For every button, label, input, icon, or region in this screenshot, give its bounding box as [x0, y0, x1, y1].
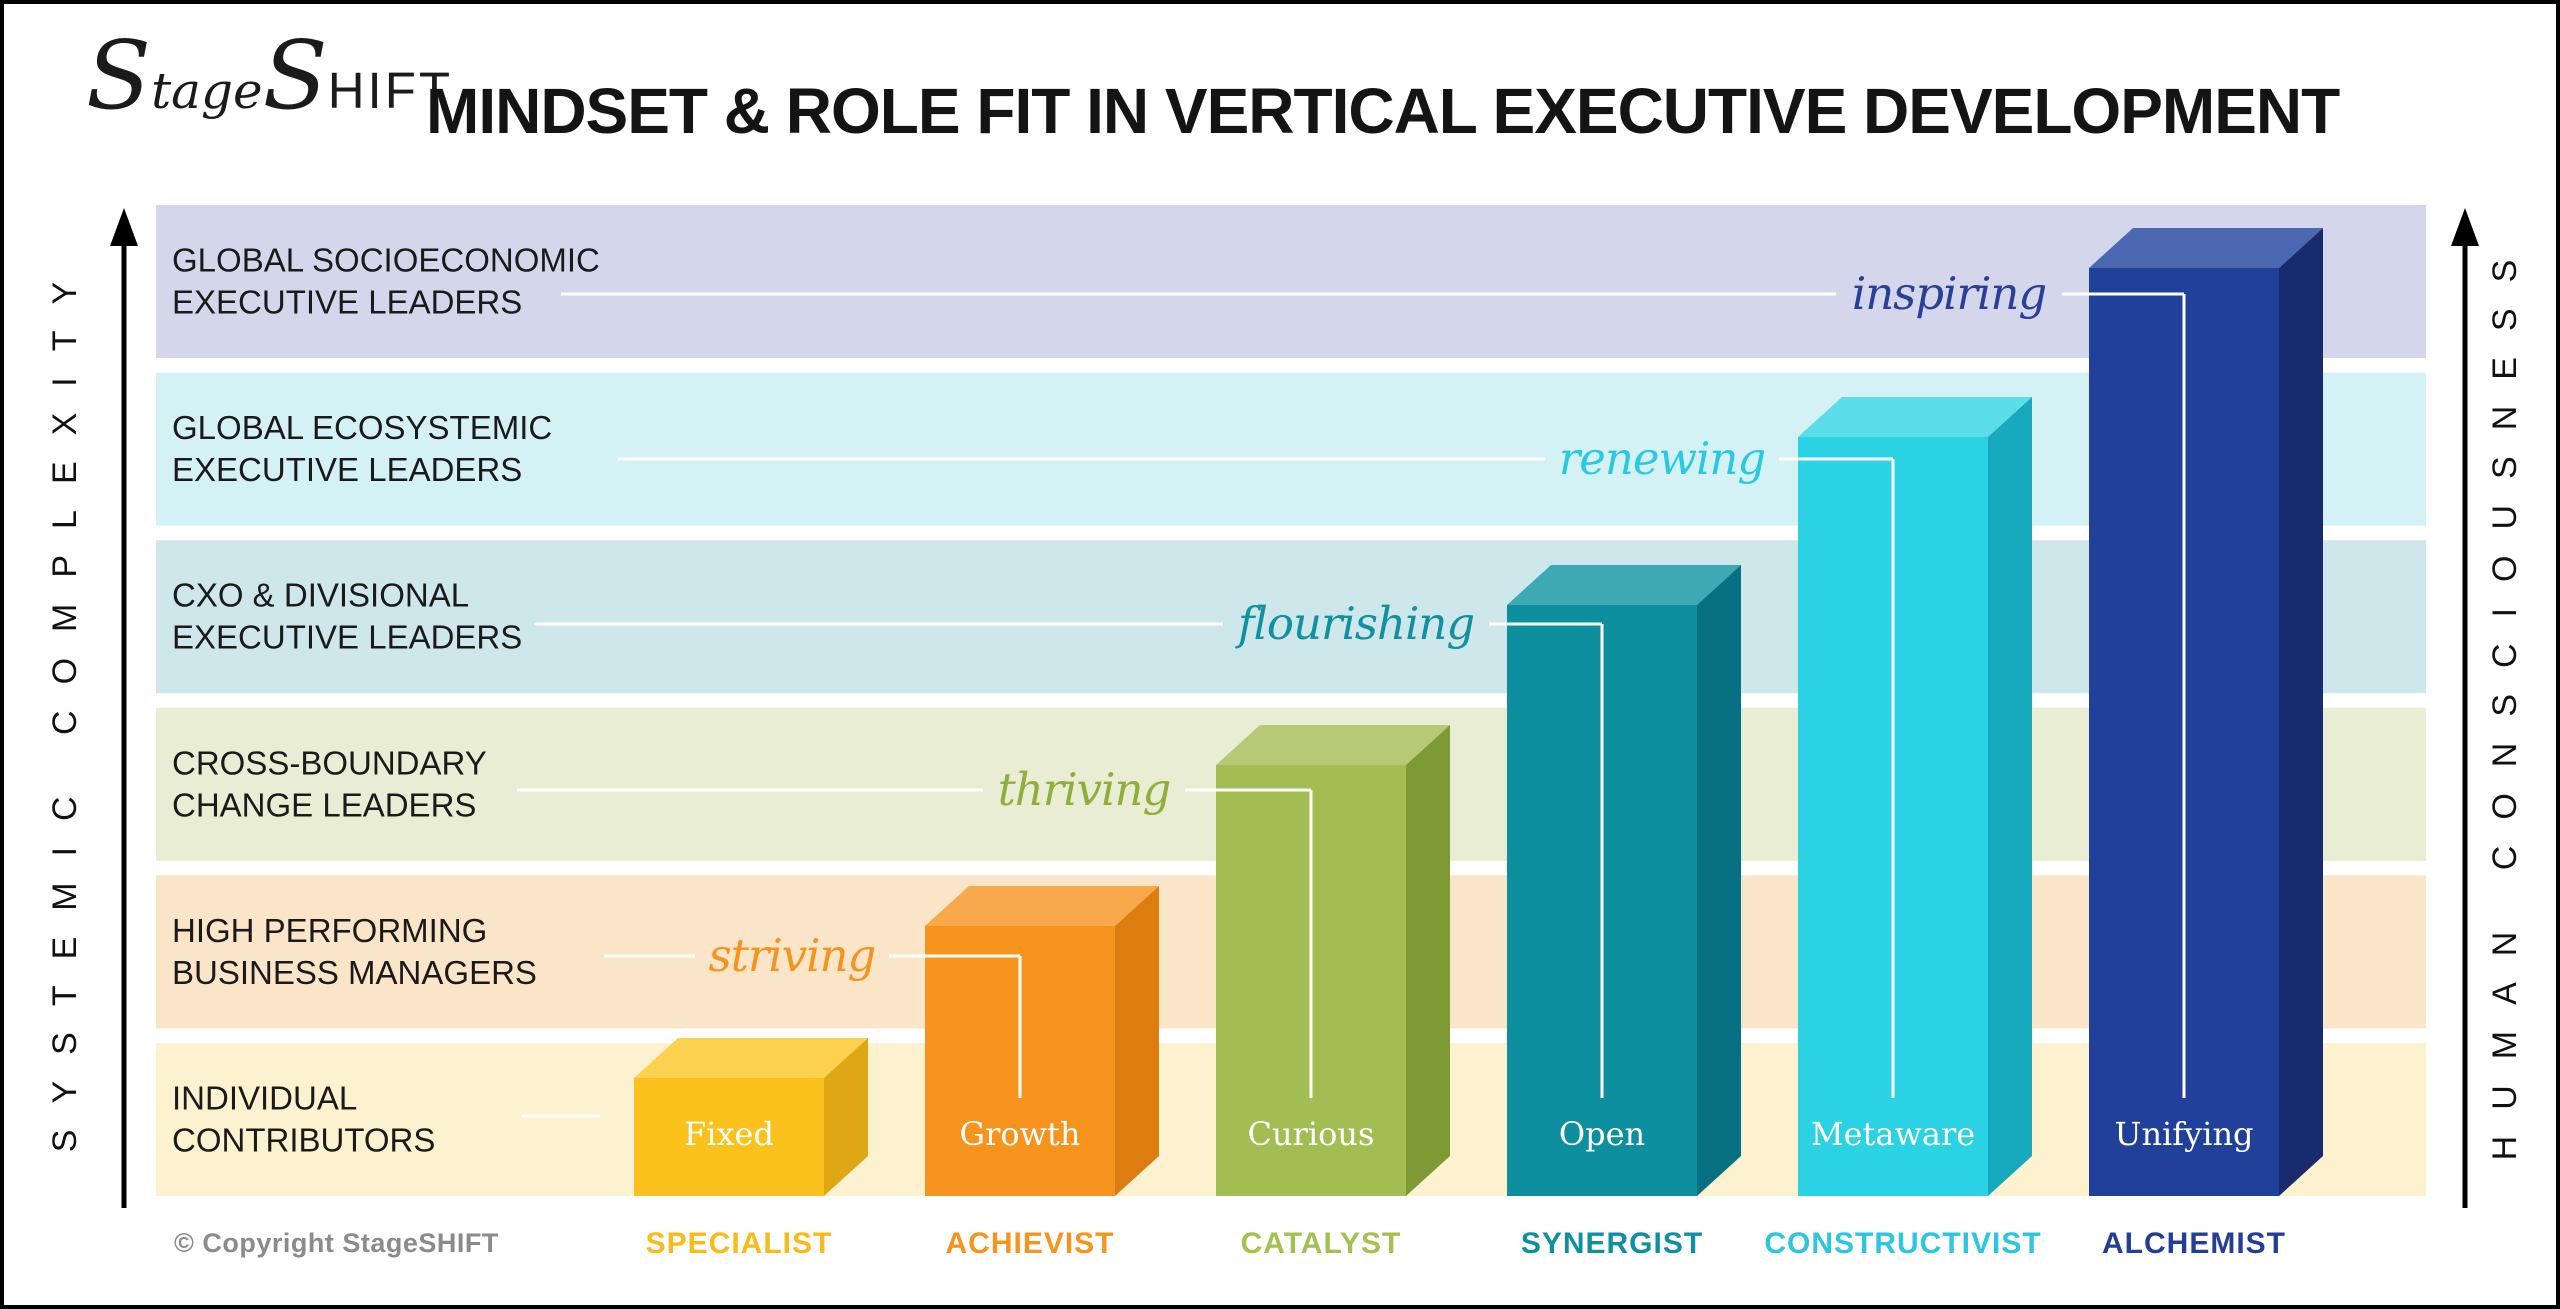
role-band-label-line2: EXECUTIVE LEADERS	[172, 451, 522, 488]
page-title: MINDSET & ROLE FIT IN VERTICAL EXECUTIVE…	[426, 75, 2340, 147]
role-band-2	[156, 372, 2426, 526]
copyright-notice: © Copyright StageSHIFT	[174, 1228, 499, 1258]
stage-label-catalyst: CATALYST	[1241, 1227, 1402, 1260]
journey-word-renewing: renewing	[1559, 432, 1765, 485]
role-band-label-line1: INDIVIDUAL	[172, 1080, 357, 1117]
mindset-label-curious: Curious	[1248, 1115, 1375, 1153]
logo-script-tage: tage	[151, 62, 263, 120]
logo-caps-hift: HIFT	[327, 62, 453, 119]
bar-top-face	[1216, 725, 1450, 765]
bar-side-face	[2279, 228, 2323, 1196]
stage-label-alchemist: ALCHEMIST	[2102, 1227, 2286, 1260]
chart-canvas: GLOBAL SOCIOECONOMIC EXECUTIVE LEADERS GLO…	[46, 205, 2524, 1260]
role-band-label-line2: CHANGE LEADERS	[172, 786, 476, 823]
mindset-label-metaware: Metaware	[1811, 1115, 1975, 1153]
right-axis-title: HUMAN CONSCIOUSNESS	[2486, 234, 2524, 1161]
left-axis-title: SYSTEMIC COMPLEXITY	[46, 256, 84, 1152]
bar-side-face	[1406, 725, 1450, 1196]
stage-label-constructivist: CONSTRUCTIVIST	[1764, 1227, 2041, 1260]
role-band-1	[156, 205, 2426, 358]
journey-word-inspiring: inspiring	[1852, 267, 2046, 320]
right-axis-arrowhead-icon	[2451, 208, 2479, 246]
left-axis-arrowhead-icon	[110, 208, 138, 246]
bar-side-face	[1115, 886, 1159, 1196]
bar-side-face	[1988, 397, 2032, 1196]
role-band-label-line2: CONTRIBUTORS	[172, 1122, 435, 1159]
mindset-label-unifying: Unifying	[2114, 1115, 2253, 1153]
role-band-label-line1: GLOBAL ECOSYSTEMIC	[172, 409, 552, 446]
mindset-label-fixed: Fixed	[684, 1115, 774, 1153]
bar-top-face	[634, 1038, 868, 1078]
journey-word-striving: striving	[709, 929, 876, 982]
bar-front-face	[634, 1078, 824, 1196]
journey-word-flourishing: flourishing	[1235, 597, 1474, 650]
bar-top-face	[925, 886, 1159, 926]
role-band-label-line1: CROSS-BOUNDARY	[172, 744, 487, 781]
role-band-label-line2: BUSINESS MANAGERS	[172, 954, 537, 991]
logo-script-s1: S	[86, 21, 152, 131]
bar-alchemist	[2089, 228, 2323, 1196]
role-band-label-line1: GLOBAL SOCIOECONOMIC	[172, 242, 600, 279]
bar-specialist	[634, 1038, 868, 1196]
bar-top-face	[1798, 397, 2032, 437]
bar-side-face	[1697, 565, 1741, 1196]
stage-label-specialist: SPECIALIST	[646, 1227, 833, 1260]
stage-label-achievist: ACHIEVIST	[945, 1227, 1114, 1260]
bar-top-face	[1507, 565, 1741, 605]
role-band-label-line2: EXECUTIVE LEADERS	[172, 284, 522, 321]
bar-synergist	[1507, 565, 1741, 1196]
role-band-label-line1: HIGH PERFORMING	[172, 912, 487, 949]
role-band-label-line1: CXO & DIVISIONAL	[172, 577, 469, 614]
role-band-3	[156, 540, 2426, 694]
role-band-label-line2: EXECUTIVE LEADERS	[172, 619, 522, 656]
mindset-label-open: Open	[1559, 1115, 1645, 1153]
journey-word-thriving: thriving	[998, 763, 1171, 816]
logo-script-s2: S	[262, 21, 328, 131]
mindset-label-growth: Growth	[960, 1115, 1081, 1153]
bar-side-face	[824, 1038, 868, 1196]
bar-top-face	[2089, 228, 2323, 268]
stageshift-logo: StageSHIFT	[86, 20, 453, 132]
stage-label-synergist: SYNERGIST	[1521, 1227, 1703, 1260]
bar-constructivist	[1798, 397, 2032, 1196]
